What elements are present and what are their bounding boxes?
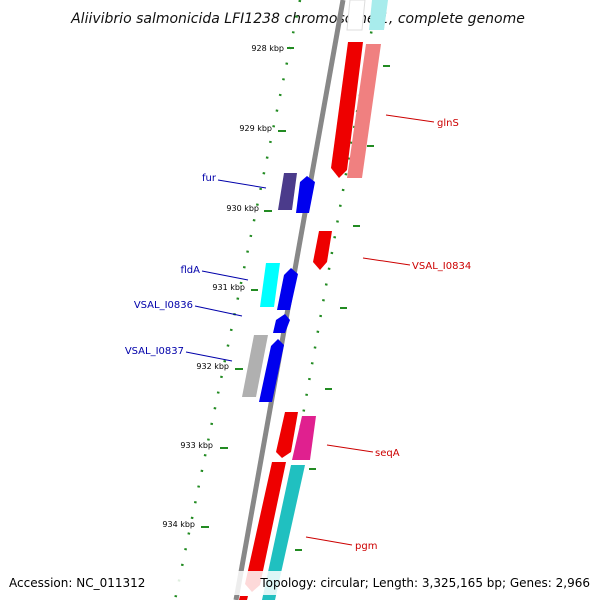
vsal-i0834-leader — [362, 257, 411, 266]
tick-label-933: 933 kbp — [180, 441, 213, 450]
tick-931: 931 kbp — [212, 283, 258, 292]
pgm-leader — [305, 536, 353, 546]
gene-vsal-i0837-feature — [242, 335, 268, 397]
topology-text: Topology: circular; Length: 3,325,165 bp… — [259, 576, 590, 590]
gene-label-glns: glnS — [437, 118, 459, 129]
gene-label-pgm: pgm — [355, 541, 377, 552]
gene-pgm-cds — [262, 465, 305, 600]
vsal-i0837-leader — [185, 351, 233, 362]
gene-top-partial-left — [346, 0, 366, 31]
tick-930: 930 kbp — [226, 204, 272, 213]
gene-label-flda: fldA — [181, 265, 201, 276]
map-title: Aliivibrio salmonicida LFI1238 chromosom… — [70, 11, 525, 27]
tick-933: 933 kbp — [180, 441, 228, 450]
glns-leader — [385, 114, 435, 123]
tick-928: 928 kbp — [251, 44, 294, 53]
vsal-i0836-leader — [194, 305, 243, 317]
flda-leader — [201, 270, 249, 281]
gene-flda-feature — [260, 263, 280, 307]
footer-background — [0, 571, 600, 595]
tick-label-932: 932 kbp — [196, 362, 229, 371]
gene-fur-feature — [278, 173, 297, 210]
gene-label-vsal-i0837: VSAL_I0837 — [125, 346, 184, 357]
gene-label-vsal-i0834: VSAL_I0834 — [412, 261, 471, 272]
tick-label-928: 928 kbp — [251, 44, 284, 53]
gene-pgm-feature — [245, 462, 286, 592]
tick-932: 932 kbp — [196, 362, 243, 371]
gene-label-seqa: seqA — [375, 448, 400, 459]
gene-bottom-partial — [239, 596, 248, 600]
accession-text: Accession: NC_011312 — [9, 576, 145, 590]
chromosome-backbone — [233, 0, 346, 600]
gene-flda-cds — [277, 268, 298, 310]
gene-seqa-feature — [276, 412, 298, 458]
gene-seqa-cds — [292, 416, 316, 460]
gene-label-vsal-i0836: VSAL_I0836 — [134, 300, 193, 311]
gene-vsal-i0837-cds — [259, 339, 284, 402]
tick-label-931: 931 kbp — [212, 283, 245, 292]
gene-label-fur: fur — [202, 173, 217, 184]
gene-top-partial-right — [369, 0, 388, 30]
gene-glns-cds — [347, 44, 381, 178]
tick-label-930: 930 kbp — [226, 204, 259, 213]
seqa-leader — [326, 444, 374, 453]
tick-label-934: 934 kbp — [162, 520, 195, 529]
gene-fur-cds — [296, 176, 315, 213]
gene-vsal-i0834-cds — [313, 231, 332, 270]
outer-ring-dotted — [268, 0, 379, 600]
tick-929: 929 kbp — [239, 124, 286, 133]
tick-label-929: 929 kbp — [239, 124, 272, 133]
tick-934: 934 kbp — [162, 520, 209, 529]
gene-glns-feature — [331, 42, 363, 178]
gene-vsal-i0836-cds — [273, 314, 290, 333]
fur-leader — [217, 179, 267, 189]
